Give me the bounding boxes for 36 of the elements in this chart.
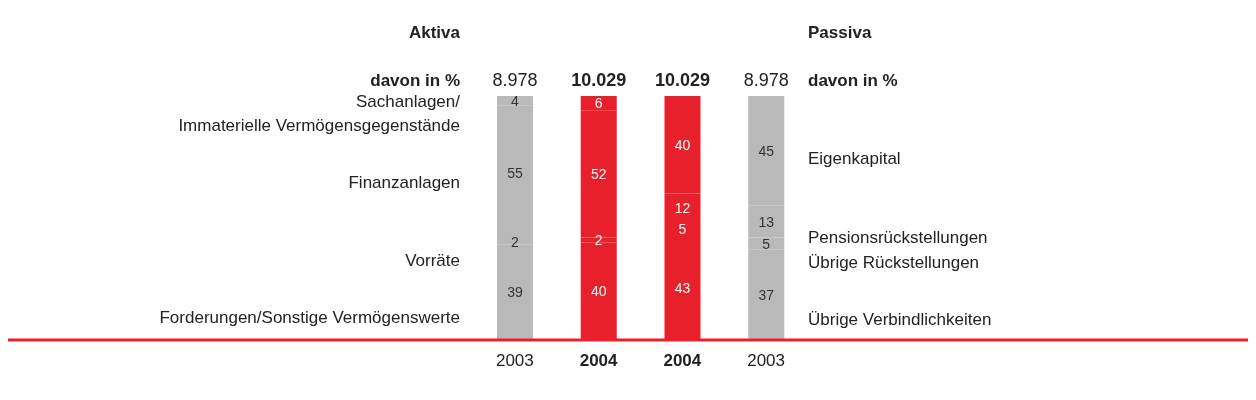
text: 10.029 [571, 70, 627, 90]
annotation: Übrige Verbindlichkeiten [808, 310, 992, 330]
text: Passiva [808, 23, 872, 42]
x-tick-label: 2003 [495, 351, 534, 370]
data-label: 52 [590, 166, 607, 183]
text: Forderungen/Sonstige Vermögenswerte [159, 307, 460, 327]
text: Aktiva [408, 23, 461, 42]
text: Sachanlagen/ Immaterielle Vermögensgegenstände [178, 92, 461, 136]
text: 8.978 [492, 70, 538, 90]
x-tick-label: 2004 [663, 351, 702, 370]
x-tick-label: 2003 [747, 351, 786, 370]
data-label: 45 [758, 142, 775, 159]
text: Vorräte [405, 251, 460, 271]
data-label: 55 [507, 164, 523, 181]
data-label: 43 [674, 279, 691, 296]
data-label: 40 [674, 136, 691, 153]
data-label: 39 [507, 284, 523, 301]
data-label: 2 [594, 231, 603, 248]
data-label: 6 [594, 95, 603, 112]
text: davon in % [808, 71, 898, 90]
text: davon in % [370, 71, 460, 90]
data-label: 4 [511, 92, 520, 109]
text: 10.029 [654, 70, 711, 90]
data-label: 5 [678, 220, 687, 237]
x-tick-label: 2004 [579, 351, 619, 370]
text: 8.978 [743, 70, 789, 90]
data-label: 37 [758, 286, 775, 303]
annotation: Übrige Rückstellungen [808, 252, 980, 272]
text: Finanzanlagen [348, 173, 460, 193]
data-label: 5 [762, 235, 771, 252]
data-label: 12 [674, 200, 691, 217]
data-label: 40 [590, 283, 607, 300]
data-label: 13 [758, 213, 775, 230]
annotation: Eigenkapital [808, 148, 901, 168]
data-label: 2 [511, 234, 520, 251]
annotation: Pensionsrückstellungen [808, 228, 988, 248]
